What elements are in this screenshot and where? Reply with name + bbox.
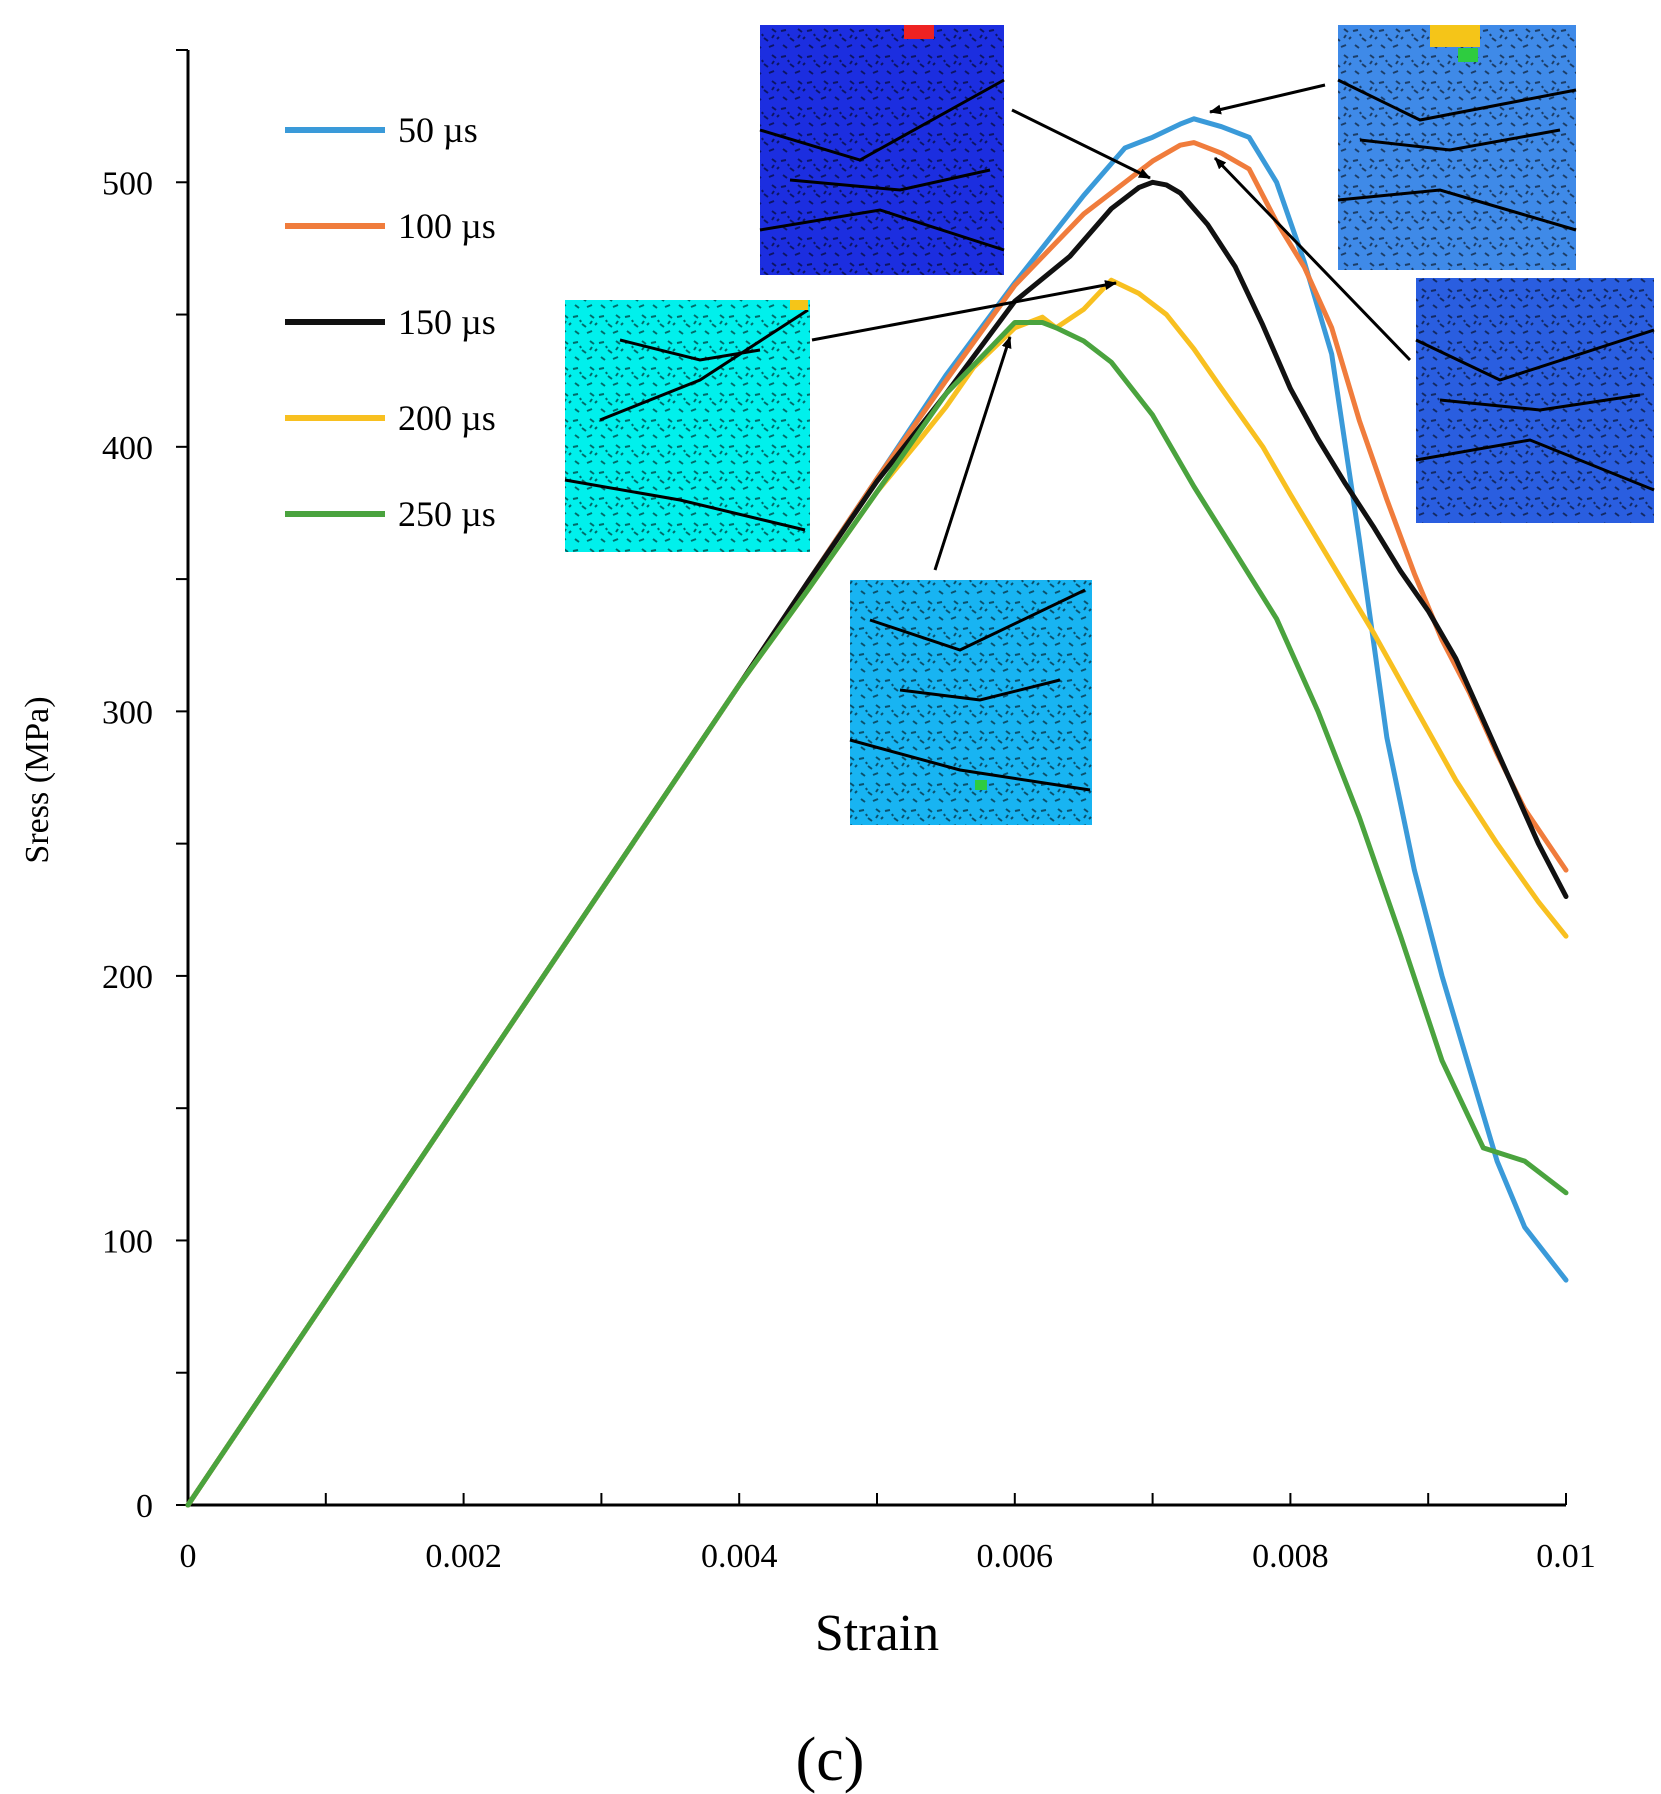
legend: 50 µs 100 µs 150 µs 200 µs 250 µs: [285, 110, 496, 534]
y-tick-marks: [176, 49, 188, 1506]
x-tick-marks: [187, 1493, 1567, 1505]
x-tick-label: 0.008: [1252, 1538, 1329, 1575]
arrow-100us: [1213, 156, 1412, 362]
y-tick-label: 100: [102, 1223, 153, 1260]
y-tick-label: 200: [102, 959, 153, 996]
legend-label: 50 µs: [398, 110, 478, 150]
fracture-snapshots: [564, 25, 1655, 825]
arrow-150us: [1011, 108, 1151, 180]
x-tick-label: 0.004: [701, 1538, 778, 1575]
series-line-4: [185, 320, 1569, 1508]
snapshot-arrows: [811, 83, 1412, 571]
y-tick-label: 300: [102, 694, 153, 731]
x-tick-labels: 0 0.002 0.004 0.006 0.008 0.01: [180, 1538, 1596, 1575]
snapshot-250us: [849, 580, 1092, 825]
arrow-200us: [811, 280, 1117, 342]
snapshot-100us: [1415, 278, 1655, 523]
y-tick-label: 0: [136, 1488, 153, 1525]
legend-label: 150 µs: [398, 302, 496, 342]
x-tick-label: 0.006: [977, 1538, 1054, 1575]
x-tick-label: 0.01: [1536, 1538, 1596, 1575]
y-tick-label: 400: [102, 430, 153, 467]
snapshot-50us: [1337, 25, 1577, 270]
x-axis-title: Strain: [815, 1605, 939, 1662]
legend-label: 100 µs: [398, 206, 496, 246]
legend-label: 250 µs: [398, 494, 496, 534]
y-axis-title: Sress (MPa): [19, 696, 56, 863]
snapshot-200us: [564, 300, 810, 552]
legend-label: 200 µs: [398, 398, 496, 438]
series-lines: [185, 116, 1569, 1508]
series-line-3: [185, 277, 1569, 1508]
snapshot-150us: [759, 25, 1005, 275]
x-tick-label: 0: [180, 1538, 197, 1575]
x-tick-label: 0.002: [425, 1538, 502, 1575]
series-line-2: [185, 179, 1569, 1508]
y-tick-label: 500: [102, 165, 153, 202]
arrow-50us: [1209, 83, 1326, 115]
panel-label: (c): [796, 1726, 865, 1794]
arrow-250us: [933, 336, 1012, 571]
y-tick-labels: 0 100 200 300 400 500: [102, 165, 153, 1525]
